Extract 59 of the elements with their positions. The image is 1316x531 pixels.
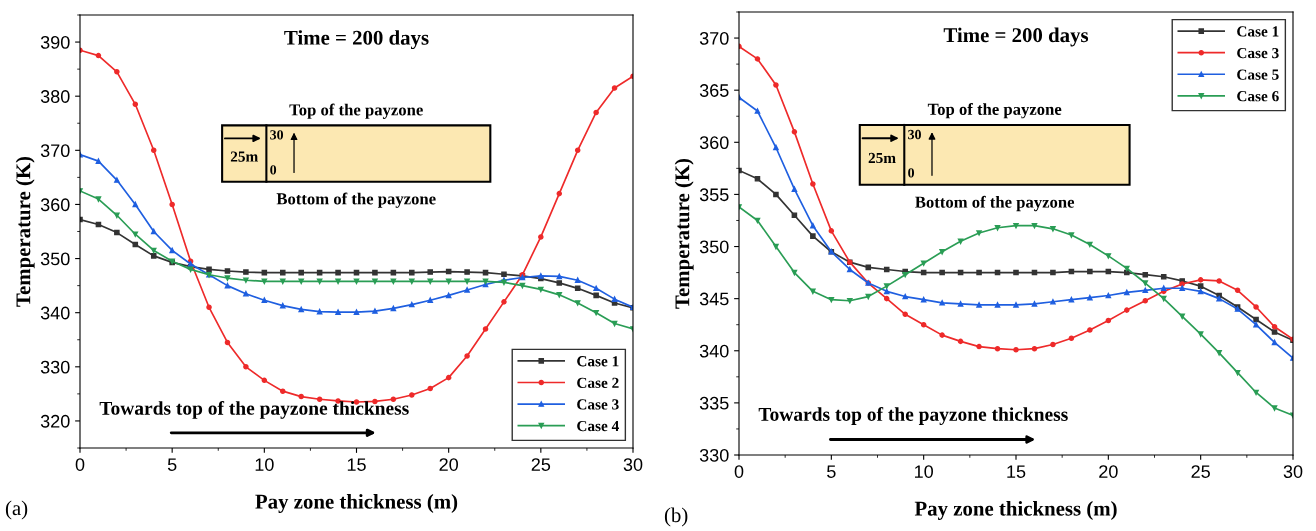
- y-axis-title: Temperature (K): [15, 156, 35, 307]
- text: (a): [5, 500, 28, 520]
- annotation: Bottom of the payzone: [276, 192, 436, 208]
- y-tick-label: 360: [699, 136, 729, 150]
- x-tick-label: 5: [827, 465, 836, 478]
- x-axis-title: Pay zone thickness (m): [255, 494, 458, 513]
- y-tick-label: 340: [40, 306, 70, 320]
- text: Time = 200 days: [943, 27, 1089, 47]
- x-tick-label: 5: [167, 458, 177, 471]
- x-tick-label: 10: [255, 458, 274, 471]
- legend-label: Case 3: [1237, 47, 1279, 59]
- annotation: 0: [908, 168, 915, 178]
- y-tick-label: 350: [40, 252, 70, 266]
- y-axis-title: Temperature (K): [674, 158, 694, 309]
- y-tick-label: 330: [699, 448, 729, 462]
- y-tick-label: 370: [40, 144, 70, 158]
- y-tick-label: 330: [40, 360, 70, 374]
- legend-label: Case 6: [1237, 91, 1279, 102]
- y-tick-label: 320: [40, 414, 70, 428]
- x-tick-label: 25: [531, 458, 551, 471]
- y-tick-label: 340: [699, 344, 729, 358]
- legend-label: Case 2: [577, 377, 619, 388]
- legend-label: Case 1: [577, 356, 619, 367]
- x-tick-label: 15: [1007, 465, 1026, 478]
- x-tick-label: 30: [1283, 465, 1303, 478]
- legend-label: Case 4: [577, 420, 619, 432]
- annotation: Towards top of the payzone thickness: [99, 400, 409, 419]
- annotation: Top of the payzone: [289, 103, 423, 119]
- x-axis-title: Pay zone thickness (m): [914, 501, 1117, 520]
- y-tick-label: 350: [699, 240, 729, 254]
- annotation: Towards top of the payzone thickness: [758, 407, 1068, 425]
- x-tick-label: 15: [347, 458, 366, 471]
- legend-label: Case 1: [1237, 26, 1279, 37]
- y-tick-label: 390: [40, 36, 70, 49]
- x-tick-label: 30: [623, 458, 643, 471]
- text: Time = 200 days: [284, 30, 429, 50]
- annotation: Top of the payzone: [927, 102, 1062, 119]
- legend-label: Case 5: [1237, 69, 1279, 80]
- x-tick-label: 0: [75, 458, 85, 471]
- text: (b): [664, 507, 688, 527]
- y-tick-label: 360: [40, 198, 70, 212]
- x-tick-label: 0: [734, 465, 744, 478]
- y-tick-label: 370: [699, 31, 729, 45]
- y-tick-label: 355: [699, 188, 729, 202]
- annotation: 0: [270, 165, 277, 175]
- x-tick-label: 20: [439, 458, 458, 471]
- y-tick-label: 365: [699, 84, 729, 97]
- annotation: 25m: [868, 152, 896, 164]
- y-tick-label: 335: [699, 396, 729, 410]
- annotation: Bottom of the payzone: [915, 195, 1075, 212]
- legend-label: Case 3: [577, 399, 619, 410]
- y-tick-label: 345: [699, 292, 729, 306]
- annotation: 30: [908, 129, 921, 140]
- annotation: 30: [270, 130, 284, 140]
- y-tick-label: 380: [40, 90, 70, 103]
- x-tick-label: 25: [1191, 465, 1210, 478]
- x-tick-label: 10: [915, 465, 933, 478]
- annotation: 25m: [230, 151, 258, 162]
- x-tick-label: 20: [1099, 465, 1118, 478]
